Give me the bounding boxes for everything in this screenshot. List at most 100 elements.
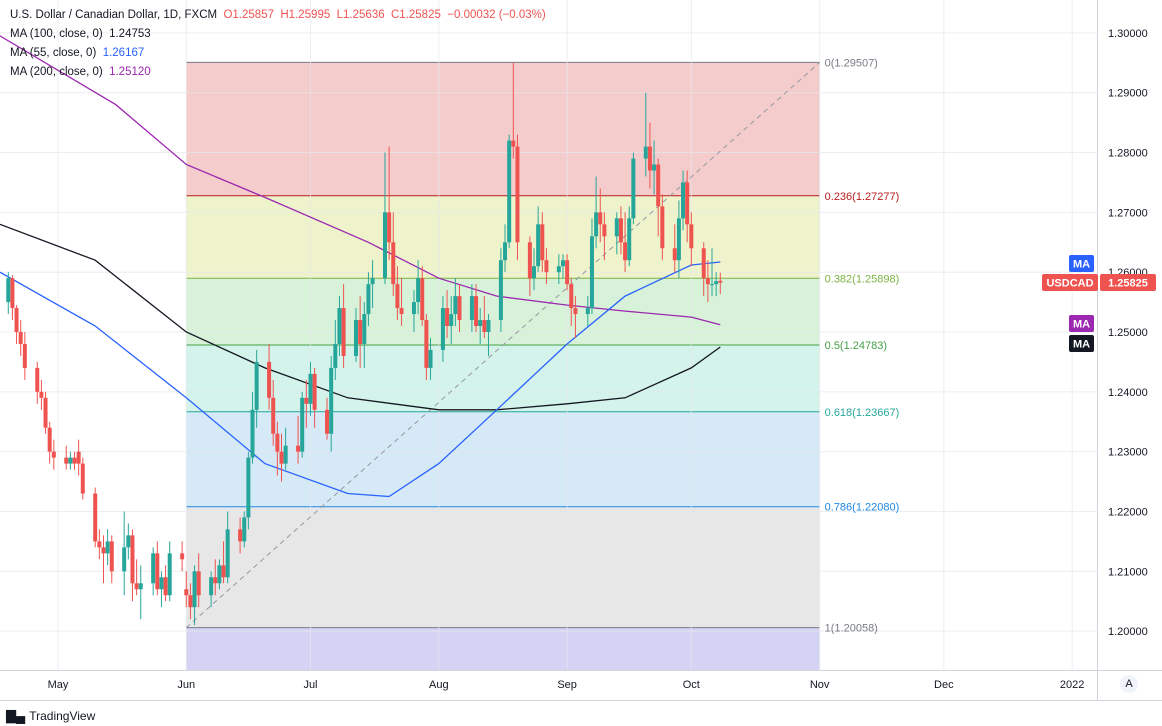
- candle-body: [420, 278, 425, 321]
- candle-body: [47, 427, 52, 452]
- candle-body: [618, 218, 623, 243]
- fib-trend-dashed-line: [185, 62, 820, 629]
- candle-body: [482, 320, 487, 333]
- candle-body: [43, 397, 48, 428]
- candle-body: [76, 451, 81, 464]
- time-tick-label: Dec: [934, 679, 954, 691]
- candle-body: [163, 577, 168, 596]
- ma-line: [0, 261, 721, 498]
- candle-body: [80, 463, 85, 494]
- candle-body: [391, 242, 396, 285]
- candle-body: [300, 397, 305, 452]
- candle-body: [594, 212, 599, 237]
- ma55-badge-bg: [1069, 255, 1094, 272]
- candle-body: [39, 391, 44, 398]
- legend-ma200-row[interactable]: MA (200, close, 0) 1.25120: [10, 63, 546, 82]
- price-tick-label: 1.29000: [1108, 88, 1148, 100]
- candle-body: [130, 535, 135, 584]
- candle-body: [242, 517, 247, 542]
- fib-level-label: 0.382(1.25898): [825, 273, 900, 285]
- candle-body: [192, 571, 197, 608]
- candle-body: [217, 565, 222, 584]
- candle-body: [643, 146, 648, 159]
- candle-body: [411, 302, 416, 315]
- candle-body: [333, 343, 338, 368]
- candle-body: [312, 373, 317, 410]
- price-tick-label: 1.20000: [1108, 626, 1148, 638]
- legend-ma55-row[interactable]: MA (55, close, 0) 1.26167: [10, 44, 546, 63]
- time-tick-label: Aug: [429, 679, 449, 691]
- candle-body: [585, 308, 590, 315]
- price-badge-bg: [1100, 274, 1156, 291]
- candle-body: [246, 457, 251, 518]
- candle-body: [627, 218, 632, 261]
- ohlc-low: L1.25636: [336, 9, 385, 21]
- fib-level-label: 0.236(1.27277): [825, 191, 900, 203]
- candle-body: [440, 308, 445, 350]
- price-axis[interactable]: 1.300001.290001.280001.270001.260001.250…: [1097, 0, 1148, 700]
- candle-body: [329, 367, 334, 434]
- legend-ma100-row[interactable]: MA (100, close, 0) 1.24753: [10, 25, 546, 44]
- candle-body: [710, 284, 715, 286]
- axis-badges: MA USDCAD 1.25825 MA MA: [1042, 255, 1156, 352]
- candle-body: [14, 308, 19, 333]
- candle-body: [10, 278, 15, 309]
- candle-body: [672, 248, 677, 261]
- ohlc-close: C1.25825: [391, 9, 441, 21]
- candle-body: [453, 296, 458, 315]
- fib-labels: 0(1.29507) 0.236(1.27277) 0.382(1.25898) 0.…: [825, 57, 900, 634]
- candle-body: [213, 577, 218, 584]
- price-tick-label: 1.27000: [1108, 207, 1148, 219]
- fib-zone: [186, 506, 820, 628]
- auto-scale-button[interactable]: A: [1120, 675, 1138, 693]
- fib-zone: [186, 62, 820, 196]
- fib-level-label: 0(1.29507): [825, 57, 878, 69]
- candle-body: [35, 367, 40, 392]
- fib-level-label: 0.786(1.22080): [825, 502, 900, 514]
- candle-body: [155, 553, 160, 590]
- price-badge-label: 1.25825: [1108, 278, 1148, 290]
- candle-body: [254, 361, 259, 410]
- candle-body: [602, 224, 607, 237]
- fib-zone: [186, 627, 820, 670]
- candle-body: [560, 260, 565, 267]
- candle-body: [167, 553, 172, 596]
- price-tick-label: 1.30000: [1108, 28, 1148, 40]
- candle-body: [68, 457, 73, 464]
- ma100-badge-label: MA: [1073, 339, 1090, 351]
- candle-body: [449, 314, 454, 327]
- candle-body: [503, 242, 508, 261]
- candle-body: [109, 541, 114, 572]
- candle-body: [565, 260, 570, 285]
- fib-level-label: 0.618(1.23667): [825, 407, 900, 419]
- candle-body: [424, 320, 429, 368]
- ohlc-change: −0.00032 (−0.03%): [447, 9, 546, 21]
- price-tick-label: 1.23000: [1108, 447, 1148, 459]
- candle-body: [180, 553, 185, 560]
- time-tick-label: Oct: [683, 679, 700, 691]
- candle-body: [362, 314, 367, 344]
- candle-body: [652, 164, 657, 171]
- ma55-label: MA (55, close, 0): [10, 47, 97, 59]
- candle-body: [101, 547, 106, 554]
- time-axis[interactable]: May Jun Jul Aug Sep Oct Nov Dec 2022: [0, 670, 1162, 701]
- price-tick-label: 1.21000: [1108, 566, 1148, 578]
- candle-body: [705, 278, 710, 285]
- candle-body: [685, 182, 690, 225]
- candle-body: [267, 361, 272, 398]
- candle-body: [511, 140, 516, 147]
- fib-zone: [186, 195, 820, 279]
- ohlc-open: O1.25857: [223, 9, 274, 21]
- candle-body: [126, 535, 131, 548]
- fibonacci-retracement: [186, 61, 820, 670]
- tradingview-logo[interactable]: ▇▄ TradingView: [6, 708, 95, 724]
- time-tick-label: Sep: [557, 679, 577, 691]
- candle-body: [308, 373, 313, 404]
- candle-body: [598, 212, 603, 225]
- candle-body: [569, 284, 574, 309]
- fib-zone: [186, 411, 820, 507]
- candle-body: [681, 182, 686, 219]
- candle-body: [72, 457, 77, 464]
- ma55-value: 1.26167: [102, 47, 145, 59]
